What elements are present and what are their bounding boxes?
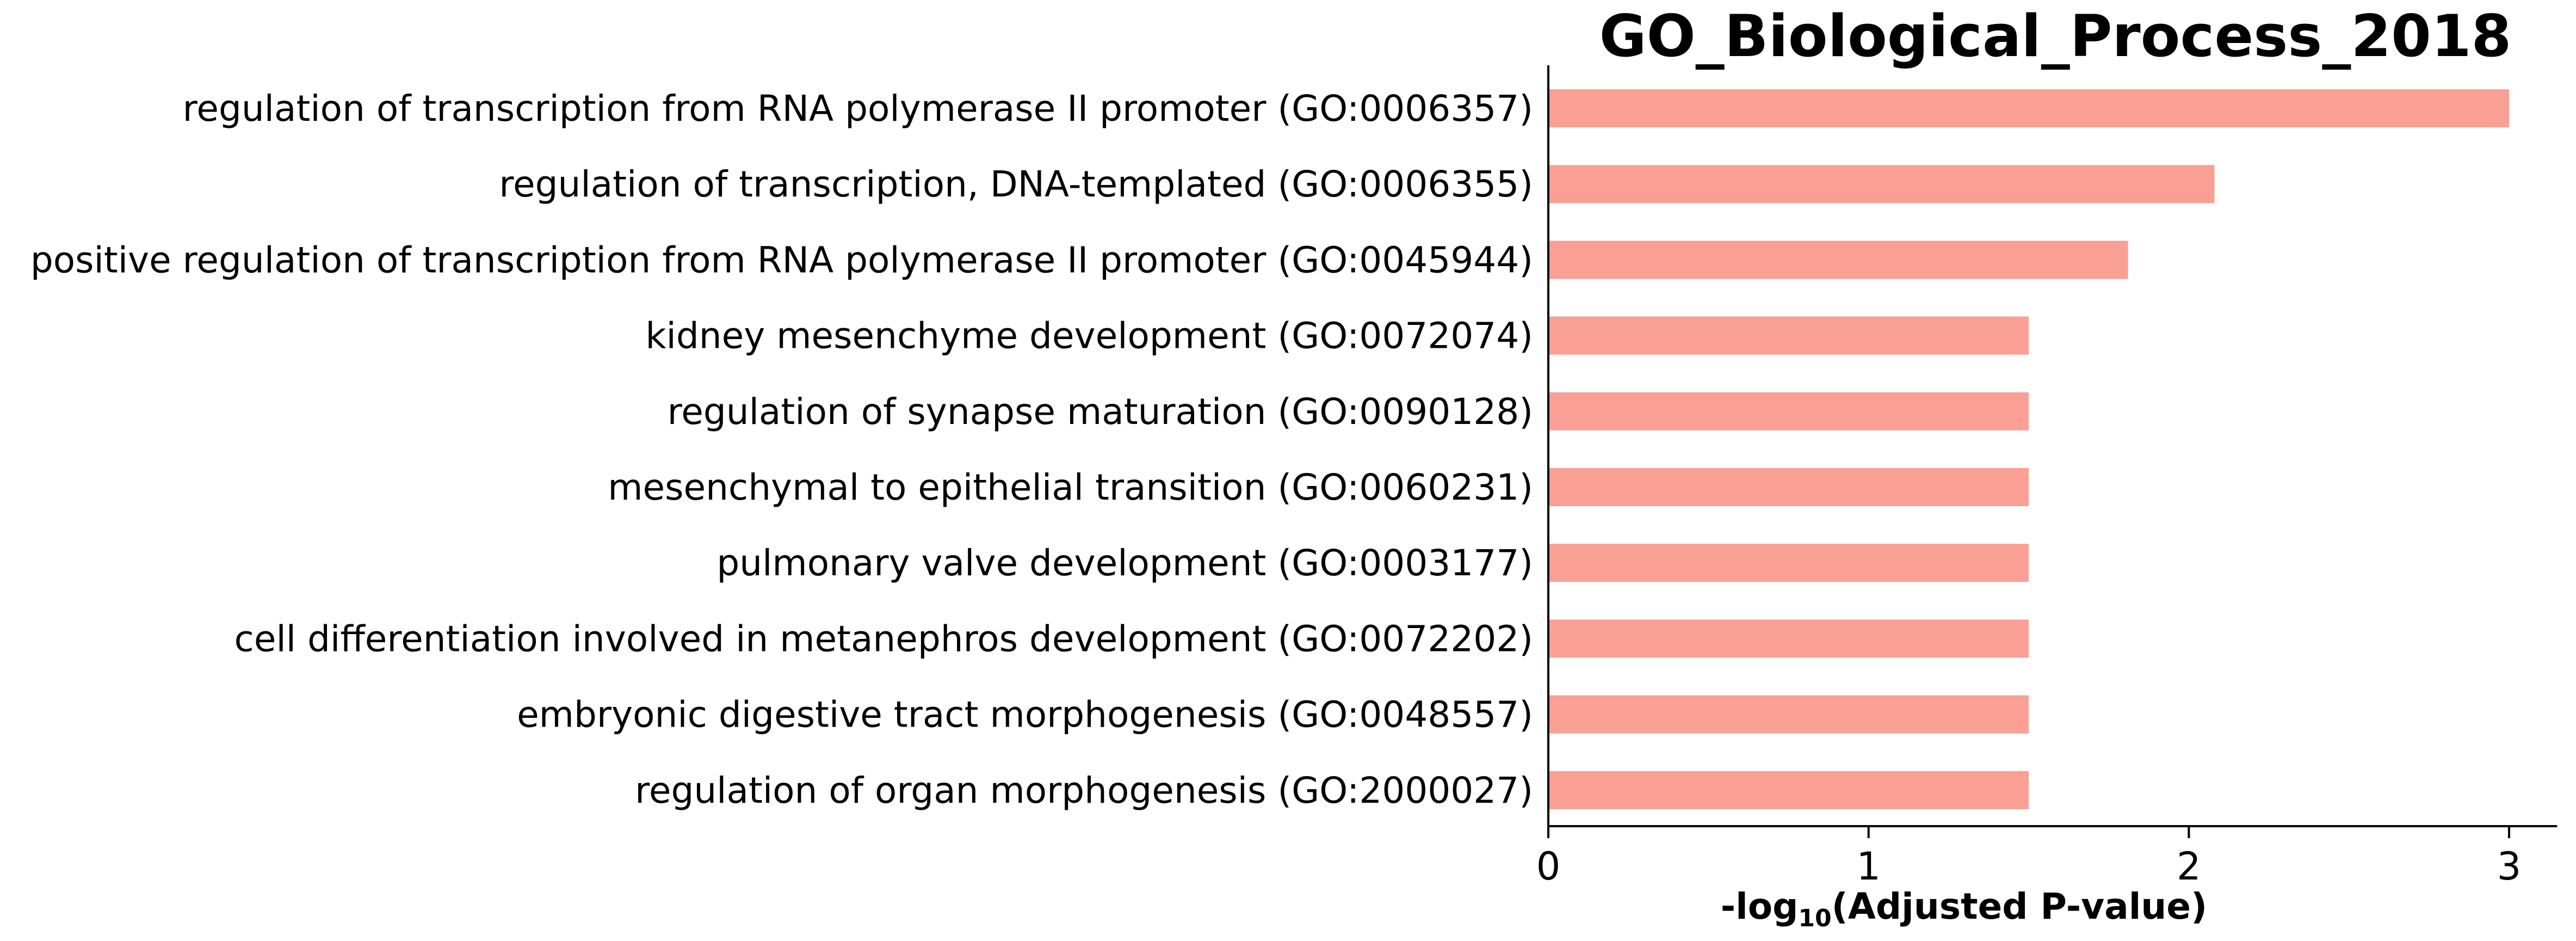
x-axis-label-subscript: 10 bbox=[1798, 905, 1831, 932]
category-label-1: regulation of transcription from RNA pol… bbox=[183, 88, 1533, 130]
bar-2 bbox=[1548, 165, 2215, 204]
category-label-10: regulation of organ morphogenesis (GO:20… bbox=[635, 770, 1533, 811]
bar-6 bbox=[1548, 468, 2029, 506]
category-label-6: mesenchymal to epithelial transition (GO… bbox=[608, 466, 1533, 508]
x-axis-label-prefix: -log bbox=[1721, 885, 1799, 927]
x-tick-label-0: 0 bbox=[1536, 844, 1561, 889]
chart-title: GO_Biological_Process_2018 bbox=[1599, 3, 2512, 70]
category-label-7: pulmonary valve development (GO:0003177) bbox=[716, 542, 1533, 584]
bar-3 bbox=[1548, 241, 2128, 279]
bar-7 bbox=[1548, 544, 2029, 582]
x-tick-label-3: 3 bbox=[2497, 844, 2522, 889]
x-axis-label: -log10(Adjusted P-value) bbox=[1721, 885, 2207, 932]
bar-8 bbox=[1548, 619, 2029, 658]
category-label-3: positive regulation of transcription fro… bbox=[30, 239, 1533, 281]
x-axis-label-suffix: (Adjusted P-value) bbox=[1832, 885, 2208, 927]
category-label-2: regulation of transcription, DNA-templat… bbox=[499, 163, 1533, 205]
bar-4 bbox=[1548, 316, 2029, 355]
bars-group bbox=[1548, 89, 2509, 809]
bar-10 bbox=[1548, 771, 2029, 809]
bar-1 bbox=[1548, 89, 2509, 127]
category-label-8: cell differentiation involved in metanep… bbox=[234, 618, 1533, 660]
x-tick-label-2: 2 bbox=[2177, 844, 2201, 889]
x-tick-label-1: 1 bbox=[1856, 844, 1881, 889]
category-label-5: regulation of synapse maturation (GO:009… bbox=[668, 391, 1533, 433]
bar-9 bbox=[1548, 695, 2029, 734]
bar-5 bbox=[1548, 392, 2029, 430]
x-axis-ticks: 0 1 2 3 bbox=[1536, 826, 2522, 889]
category-labels: regulation of transcription from RNA pol… bbox=[30, 88, 1533, 811]
category-label-4: kidney mesenchyme development (GO:007207… bbox=[645, 315, 1533, 357]
category-label-9: embryonic digestive tract morphogenesis … bbox=[517, 694, 1533, 736]
